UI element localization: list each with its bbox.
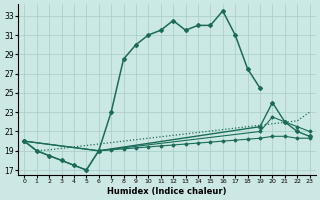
X-axis label: Humidex (Indice chaleur): Humidex (Indice chaleur) <box>107 187 227 196</box>
